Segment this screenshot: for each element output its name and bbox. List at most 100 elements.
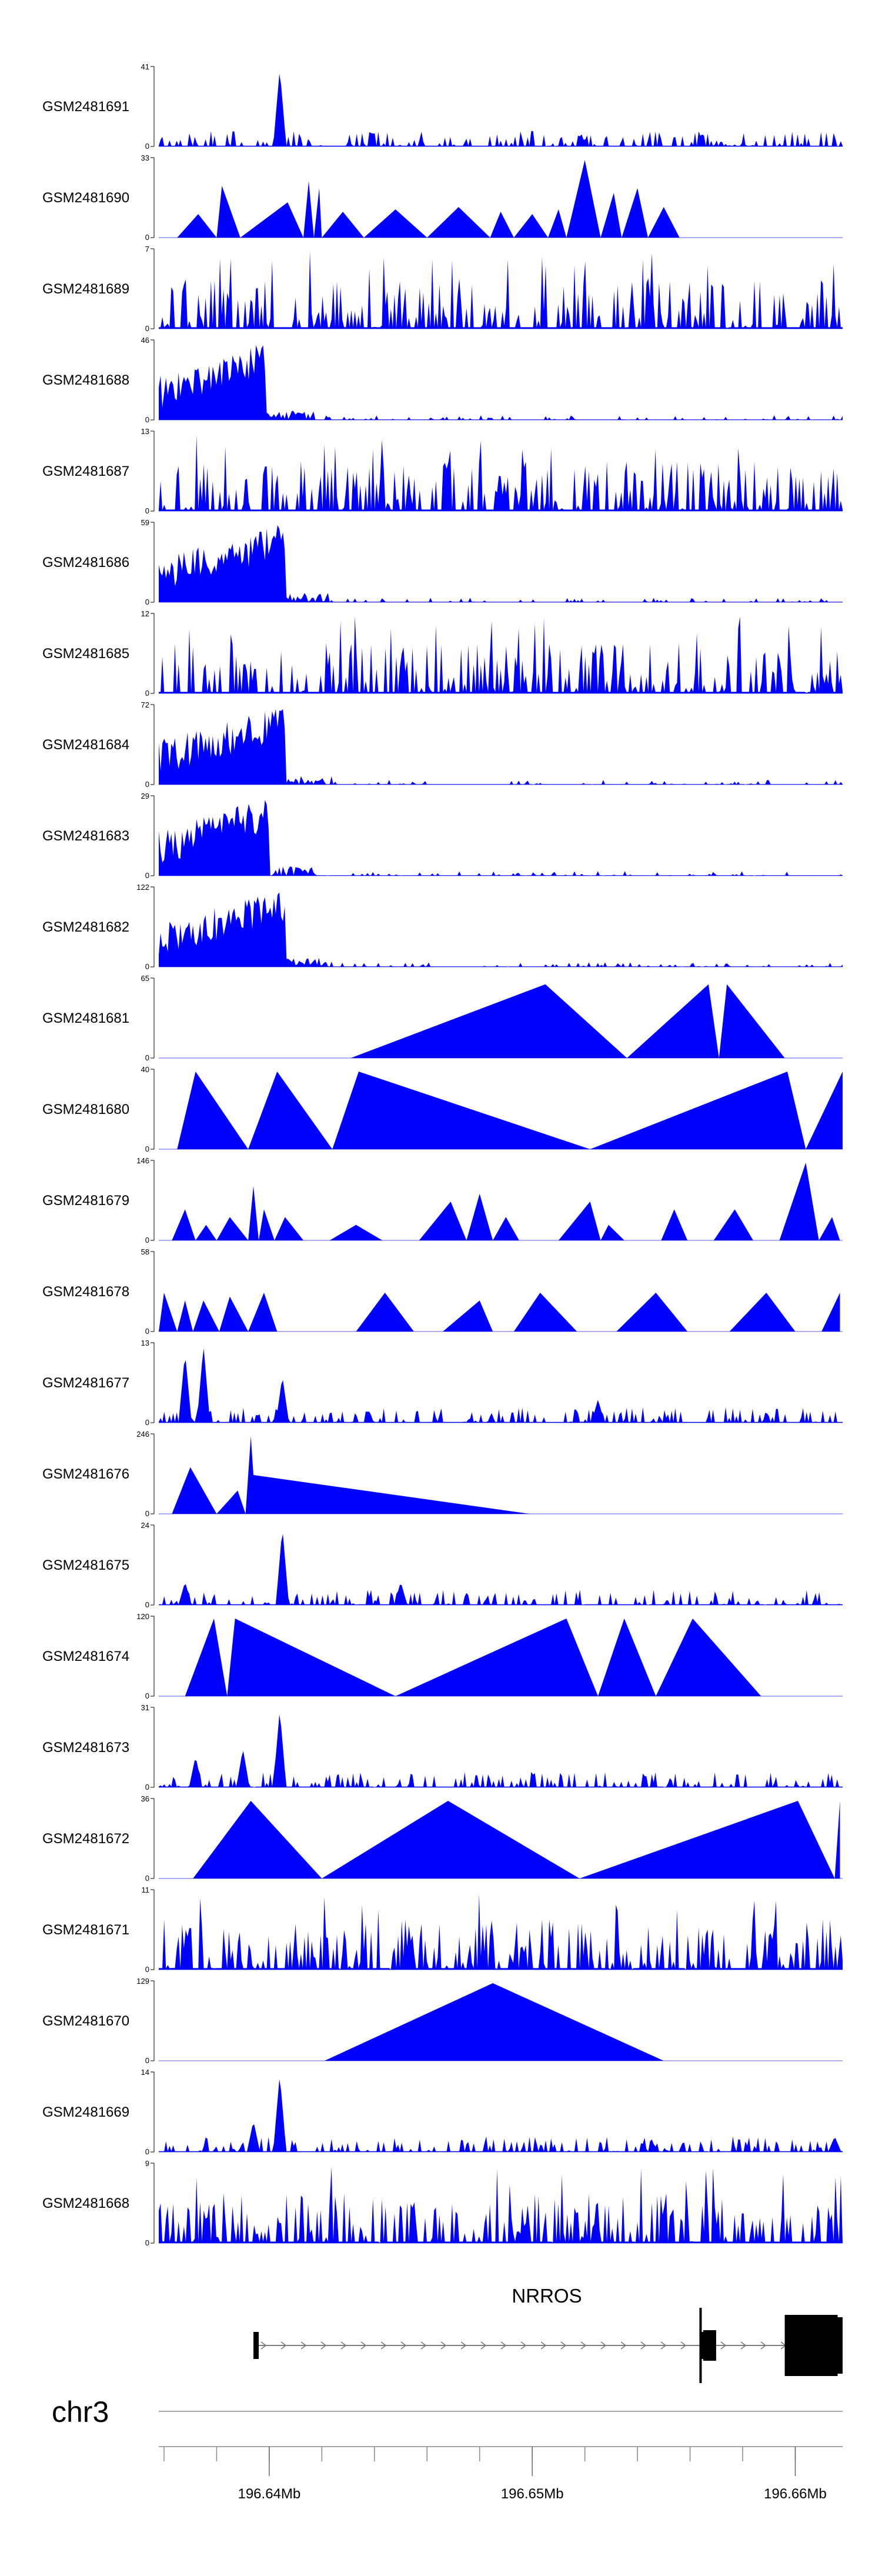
y-max-label: 246 <box>136 1430 149 1439</box>
strand-chevron <box>380 2341 387 2350</box>
track-label: GSM2481672 <box>42 1831 129 1847</box>
signal-area <box>159 616 843 693</box>
tracks-layer: GSM2481691410GSM2481690330GSM248168970GS… <box>42 62 843 2247</box>
track-GSM2481668: GSM2481668 9 0 <box>42 2159 843 2247</box>
track-label: GSM2481678 <box>42 1284 129 1300</box>
track-label: GSM2481670 <box>42 2013 129 2029</box>
axis-tick-label: 196.65Mb <box>501 2486 564 2502</box>
y-min-label: 0 <box>145 780 149 789</box>
track-GSM2481691: GSM2481691 41 0 <box>42 62 843 151</box>
track-label: GSM2481683 <box>42 828 129 844</box>
track-label: GSM2481687 <box>42 463 129 479</box>
strand-chevron <box>660 2341 667 2350</box>
gene-model-layer: NRROS <box>253 2285 843 2383</box>
track-GSM2481683: GSM2481683 29 0 <box>42 792 843 880</box>
signal-area <box>159 435 843 511</box>
track-GSM2481688: GSM2481688 46 0 <box>42 336 843 424</box>
y-max-label: 40 <box>141 1065 149 1074</box>
signal-area <box>324 1983 664 2061</box>
signal-area <box>159 1348 843 1423</box>
y-min-label: 0 <box>145 233 149 242</box>
signal-area <box>177 160 735 238</box>
chromosome-label: chr3 <box>52 2395 109 2428</box>
track-label: GSM2481669 <box>42 2104 129 2120</box>
signal-area <box>159 800 843 876</box>
track-GSM2481676: GSM2481676 246 0 <box>42 1430 843 1518</box>
axis-tick-label: 196.66Mb <box>764 2486 827 2502</box>
y-min-label: 0 <box>145 1327 149 1336</box>
track-GSM2481685: GSM2481685 12 0 <box>42 609 843 698</box>
signal-area <box>159 2167 843 2243</box>
strand-chevron <box>300 2341 307 2350</box>
signal-area <box>177 1072 843 1149</box>
signal-area <box>350 984 785 1058</box>
strand-chevron <box>640 2341 647 2350</box>
y-min-label: 0 <box>145 962 149 971</box>
strand-chevron <box>340 2341 347 2350</box>
strand-chevron <box>420 2341 427 2350</box>
track-label: GSM2481673 <box>42 1740 129 1756</box>
y-max-label: 24 <box>141 1521 149 1530</box>
strand-chevron <box>360 2341 367 2350</box>
y-max-label: 9 <box>145 2159 149 2168</box>
track-label: GSM2481680 <box>42 1102 129 1117</box>
track-GSM2481677: GSM2481677 13 0 <box>42 1339 843 1427</box>
y-max-label: 122 <box>136 883 149 892</box>
track-GSM2481671: GSM2481671 11 0 <box>42 1886 843 1974</box>
y-max-label: 7 <box>145 245 149 253</box>
y-min-label: 0 <box>145 1874 149 1883</box>
signal-area <box>159 892 843 967</box>
y-min-label: 0 <box>145 1783 149 1791</box>
track-label: GSM2481675 <box>42 1557 129 1573</box>
y-max-label: 58 <box>141 1247 149 1256</box>
track-label: GSM2481681 <box>42 1010 129 1026</box>
y-min-label: 0 <box>145 2238 149 2247</box>
y-min-label: 0 <box>145 324 149 333</box>
signal-area <box>172 1436 530 1514</box>
track-GSM2481680: GSM2481680 40 0 <box>42 1065 843 1153</box>
strand-chevron <box>720 2341 727 2350</box>
y-max-label: 41 <box>141 62 149 71</box>
y-min-label: 0 <box>145 1600 149 1609</box>
track-label: GSM2481685 <box>42 646 129 662</box>
y-min-label: 0 <box>145 689 149 698</box>
y-max-label: 31 <box>141 1703 149 1712</box>
gene-exon-utr <box>703 2330 716 2361</box>
strand-chevron <box>560 2341 567 2350</box>
strand-chevron <box>760 2341 767 2350</box>
strand-chevron <box>440 2341 447 2350</box>
y-max-label: 33 <box>141 154 149 162</box>
track-label: GSM2481677 <box>42 1375 129 1391</box>
y-min-label: 0 <box>145 506 149 515</box>
track-GSM2481682: GSM2481682 122 0 <box>42 883 843 971</box>
y-max-label: 59 <box>141 518 149 527</box>
y-min-label: 0 <box>145 871 149 880</box>
y-max-label: 120 <box>136 1612 149 1621</box>
track-GSM2481681: GSM2481681 65 0 <box>42 974 843 1062</box>
track-label: GSM2481689 <box>42 281 129 297</box>
strand-chevron <box>600 2341 607 2350</box>
strand-chevron <box>460 2341 467 2350</box>
signal-area <box>159 1293 840 1332</box>
y-min-label: 0 <box>145 598 149 606</box>
y-max-label: 146 <box>136 1156 149 1165</box>
signal-area <box>185 1619 761 1696</box>
track-GSM2481674: GSM2481674 120 0 <box>42 1612 843 1700</box>
y-min-label: 0 <box>145 142 149 151</box>
track-GSM2481690: GSM2481690 33 0 <box>42 154 843 242</box>
track-GSM2481686: GSM2481686 59 0 <box>42 518 843 606</box>
track-GSM2481684: GSM2481684 72 0 <box>42 700 843 789</box>
signal-area <box>159 251 843 329</box>
gene-label: NRROS <box>512 2285 582 2307</box>
track-label: GSM2481671 <box>42 1922 129 1938</box>
y-min-label: 0 <box>145 2056 149 2065</box>
track-label: GSM2481676 <box>42 1466 129 1482</box>
signal-area <box>159 525 843 602</box>
signal-area <box>159 1534 843 1605</box>
y-max-label: 13 <box>141 427 149 436</box>
track-GSM2481672: GSM2481672 36 0 <box>42 1794 843 1883</box>
track-GSM2481679: GSM2481679 146 0 <box>42 1156 843 1244</box>
track-GSM2481675: GSM2481675 24 0 <box>42 1521 843 1609</box>
y-max-label: 72 <box>141 700 149 709</box>
